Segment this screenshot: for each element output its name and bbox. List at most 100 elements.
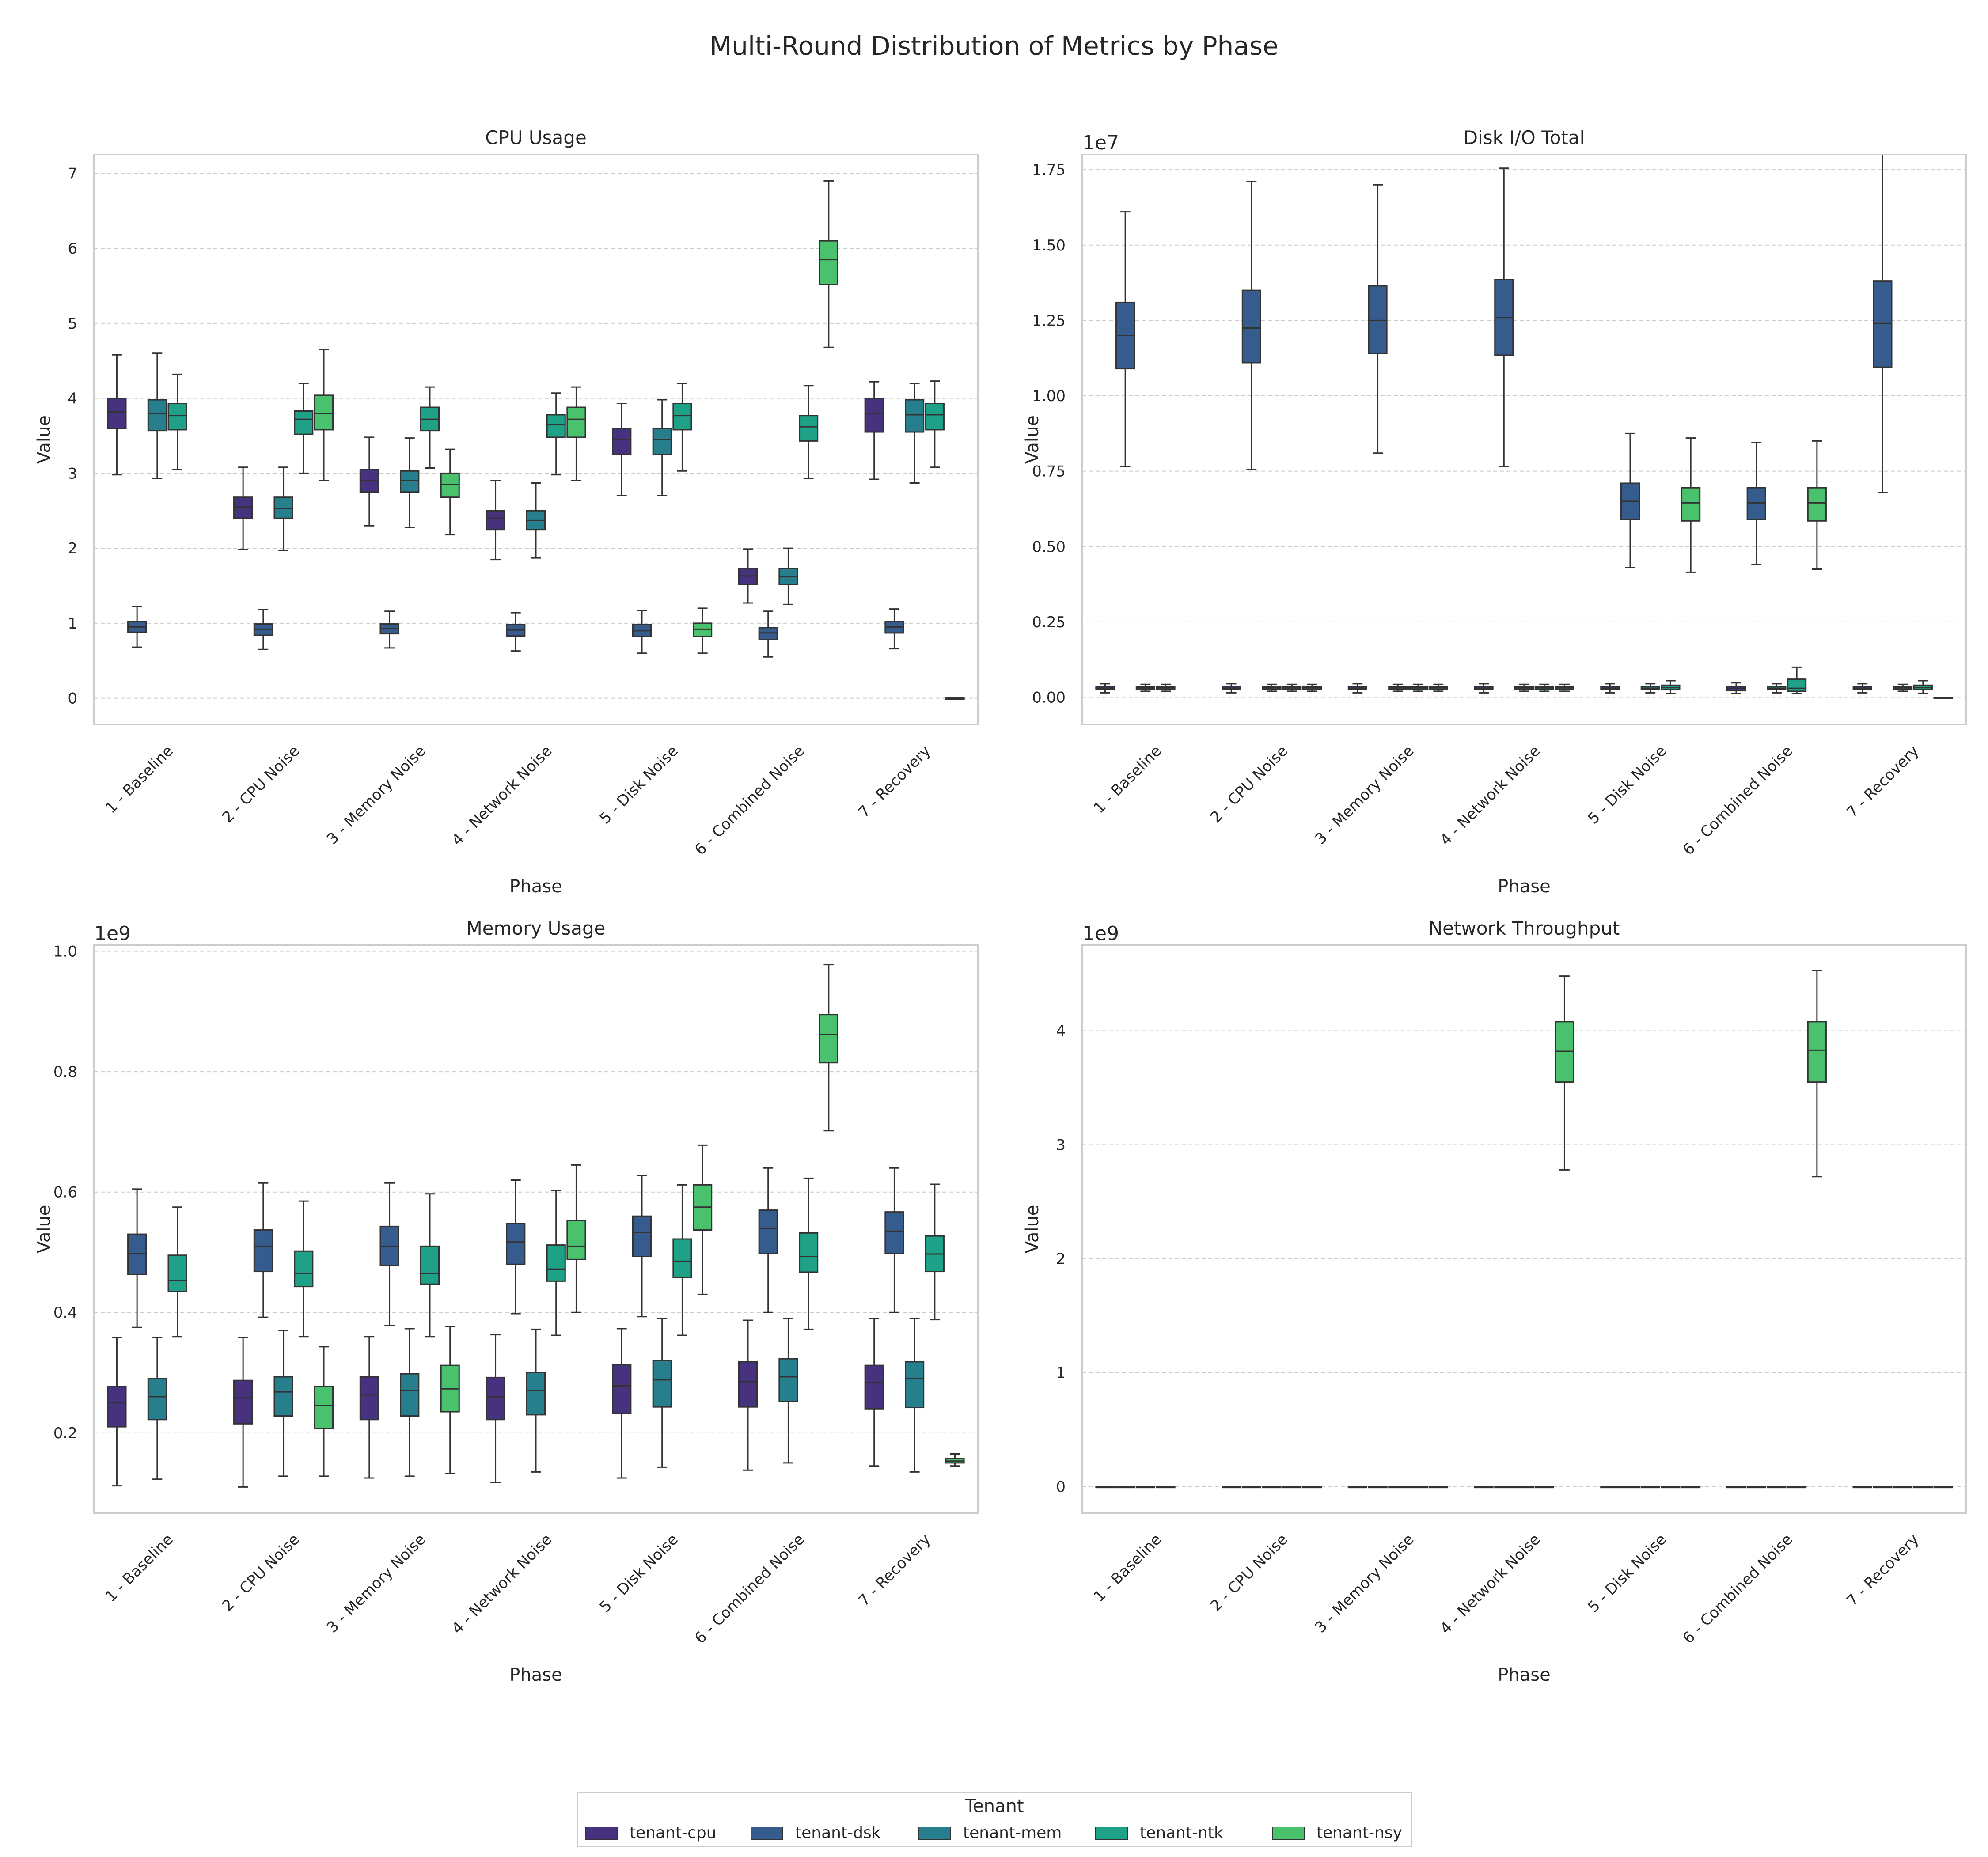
box-tenant-dsk xyxy=(1115,211,1135,467)
box-tenant-dsk xyxy=(1620,432,1640,568)
legend-entry-tenant-cpu: tenant-cpu xyxy=(585,1824,717,1842)
box-tenant-cpu xyxy=(738,1319,758,1471)
box-tenant-nsy xyxy=(1428,683,1448,692)
box-tenant-dsk xyxy=(127,1188,147,1328)
box-body xyxy=(506,1223,526,1265)
box-tenant-nsy xyxy=(1681,1486,1701,1489)
box-body xyxy=(400,1373,420,1417)
box-body xyxy=(652,428,672,455)
box-tenant-nsy xyxy=(1933,1486,1953,1489)
box-tenant-dsk xyxy=(1494,167,1514,467)
box-tenant-nsy xyxy=(1555,683,1574,692)
box-tenant-mem xyxy=(273,1330,293,1477)
box-body xyxy=(1807,487,1827,522)
box-tenant-cpu xyxy=(738,548,758,604)
box-tenant-nsy xyxy=(314,349,334,481)
box-tenant-ntk xyxy=(1408,683,1428,692)
legend-swatch xyxy=(1095,1827,1128,1840)
box-tenant-mem xyxy=(1640,683,1660,694)
box-tenant-dsk xyxy=(758,610,778,658)
box-tenant-mem xyxy=(1893,683,1913,692)
box-body xyxy=(546,1244,566,1282)
axis-offset-label: 1e9 xyxy=(1082,922,1119,945)
box-body xyxy=(314,394,334,431)
box-tenant-mem xyxy=(1893,1486,1913,1489)
y-tick-label: 0.25 xyxy=(1032,614,1066,631)
box-tenant-dsk xyxy=(127,606,147,648)
box-tenant-mem xyxy=(1514,683,1534,692)
box-body xyxy=(1873,280,1893,368)
box-body xyxy=(632,1215,652,1258)
y-tick-label: 0 xyxy=(1056,1478,1066,1496)
box-tenant-cpu xyxy=(1222,1486,1241,1489)
box-body xyxy=(672,1238,692,1278)
y-tick-label: 1.0 xyxy=(53,943,77,961)
y-axis-label: Value xyxy=(34,415,54,464)
y-tick-label: 0 xyxy=(68,690,77,708)
box-body xyxy=(127,1233,147,1275)
box-body xyxy=(799,415,819,442)
box-tenant-cpu xyxy=(486,480,505,561)
box-tenant-ntk xyxy=(420,1193,440,1338)
box-tenant-ntk xyxy=(1282,1486,1302,1489)
box-tenant-mem xyxy=(1640,1486,1660,1489)
box-body xyxy=(566,406,586,438)
y-axis-label: Value xyxy=(34,1205,54,1254)
box-tenant-cpu xyxy=(1726,682,1746,694)
box-tenant-ntk xyxy=(1534,1486,1554,1489)
y-tick-label: 4 xyxy=(68,390,77,408)
legend-swatch xyxy=(751,1827,783,1840)
box-tenant-mem xyxy=(1514,1486,1534,1489)
box-tenant-dsk xyxy=(1115,1486,1135,1489)
box-body xyxy=(778,1358,798,1402)
box-tenant-dsk xyxy=(253,609,273,650)
box-tenant-cpu xyxy=(1347,1486,1367,1489)
box-tenant-ntk xyxy=(1156,683,1176,692)
box-body xyxy=(486,510,505,531)
box-tenant-cpu xyxy=(1347,683,1367,694)
box-tenant-mem xyxy=(526,1328,546,1473)
box-body xyxy=(758,627,778,640)
box-body xyxy=(884,1211,904,1254)
box-tenant-mem xyxy=(905,383,925,484)
box-tenant-cpu xyxy=(1852,683,1872,694)
box-body xyxy=(738,1361,758,1408)
box-body xyxy=(799,1232,819,1273)
box-tenant-dsk xyxy=(1368,184,1388,454)
legend-swatch xyxy=(918,1827,951,1840)
box-body xyxy=(1746,487,1766,520)
box-body xyxy=(1681,487,1701,522)
box-tenant-nsy xyxy=(314,1346,334,1477)
y-tick-label: 1.00 xyxy=(1032,387,1066,405)
x-axis-label: Phase xyxy=(1498,1665,1550,1685)
box-tenant-ntk xyxy=(167,373,187,470)
x-axis-label: Phase xyxy=(509,1665,562,1685)
y-tick-label: 0.50 xyxy=(1032,538,1066,556)
box-tenant-dsk xyxy=(1494,1486,1514,1489)
box-body xyxy=(693,622,713,637)
box-tenant-ntk xyxy=(925,380,945,468)
box-tenant-ntk xyxy=(672,1184,692,1336)
box-body xyxy=(107,398,127,429)
box-body xyxy=(819,240,838,285)
box-body xyxy=(233,1379,253,1425)
box-body xyxy=(314,1386,334,1429)
box-tenant-nsy xyxy=(819,964,838,1132)
box-body xyxy=(233,496,253,519)
box-tenant-dsk xyxy=(884,608,904,650)
box-tenant-cpu xyxy=(1474,683,1494,694)
legend-swatch xyxy=(585,1827,618,1840)
box-tenant-ntk xyxy=(1156,1486,1176,1489)
y-tick-label: 0.8 xyxy=(53,1063,77,1081)
box-tenant-ntk xyxy=(167,1206,187,1338)
y-tick-label: 1 xyxy=(68,615,77,633)
legend-entry-tenant-mem: tenant-mem xyxy=(918,1824,1062,1842)
box-tenant-nsy xyxy=(1807,970,1827,1178)
y-axis-label: Value xyxy=(1022,1205,1043,1254)
box-tenant-nsy xyxy=(1933,697,1953,699)
y-tick-label: 0.6 xyxy=(53,1184,77,1201)
box-body xyxy=(147,1378,167,1421)
